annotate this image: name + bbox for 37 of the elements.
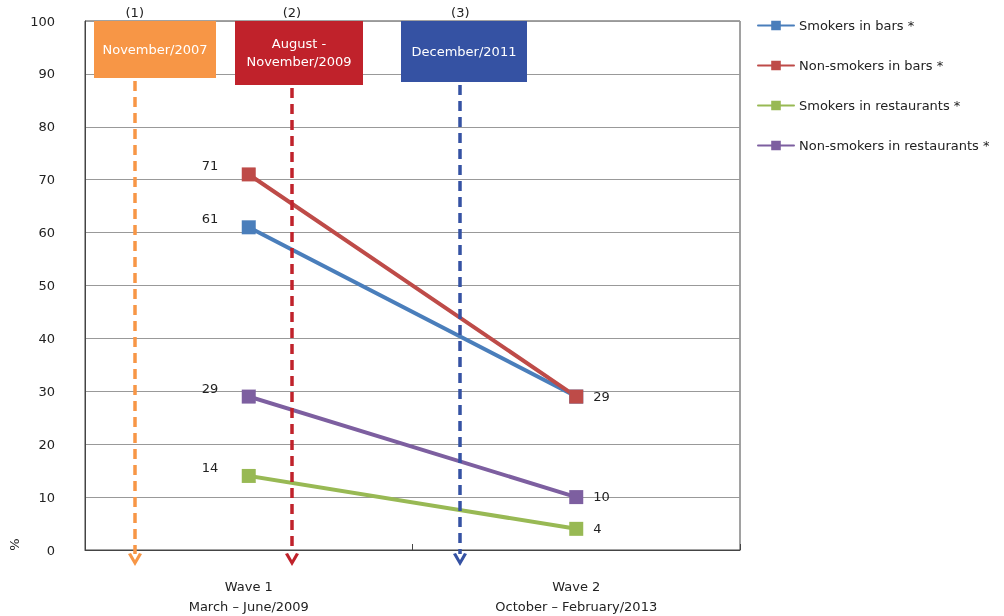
point <box>569 521 584 536</box>
y-tick-label: 10 <box>38 489 55 505</box>
y-tick-label: 30 <box>38 383 55 399</box>
y-axis-title: % <box>6 538 22 551</box>
point <box>241 220 256 235</box>
y-tick-label: 70 <box>38 172 55 188</box>
data-label: 61 <box>201 211 219 227</box>
data-label: 10 <box>593 489 610 505</box>
x-tick-label: Wave 2 October – February/2013 <box>495 578 658 614</box>
legend-label: Non-smokers in bars * <box>799 58 944 73</box>
data-label: 14 <box>201 459 219 475</box>
y-tick-label: 50 <box>38 278 55 293</box>
y-tick-label: 60 <box>38 225 55 241</box>
data-label: 29 <box>593 388 610 404</box>
legend-label: Smokers in restaurants * <box>799 98 961 113</box>
callout-box: November/2007 <box>94 21 216 78</box>
y-tick-label: 100 <box>30 13 55 29</box>
y-tick-label: 20 <box>38 436 55 452</box>
y-tick-label: 80 <box>38 119 55 135</box>
point <box>241 389 256 404</box>
legend-label: Non-smokers in restaurants * <box>799 138 990 153</box>
text: (3) <box>450 4 471 21</box>
text: (2) <box>281 4 303 21</box>
y-tick-label: 40 <box>38 330 55 346</box>
callout-box: December/2011 <box>401 21 527 82</box>
legend-label: Smokers in bars * <box>799 18 915 33</box>
y-tick-label: 0 <box>46 542 55 558</box>
data-label: 4 <box>593 520 602 536</box>
point <box>569 490 584 505</box>
x-tick-label: Wave 1 March – June/2009 <box>188 578 309 614</box>
data-label: 71 <box>201 158 219 174</box>
point <box>241 468 256 483</box>
callout-box: August - November/2009 <box>235 21 363 85</box>
y-tick-label: 90 <box>38 66 55 82</box>
point <box>241 167 256 182</box>
text: (1) <box>124 4 145 21</box>
data-label: 29 <box>201 380 219 396</box>
